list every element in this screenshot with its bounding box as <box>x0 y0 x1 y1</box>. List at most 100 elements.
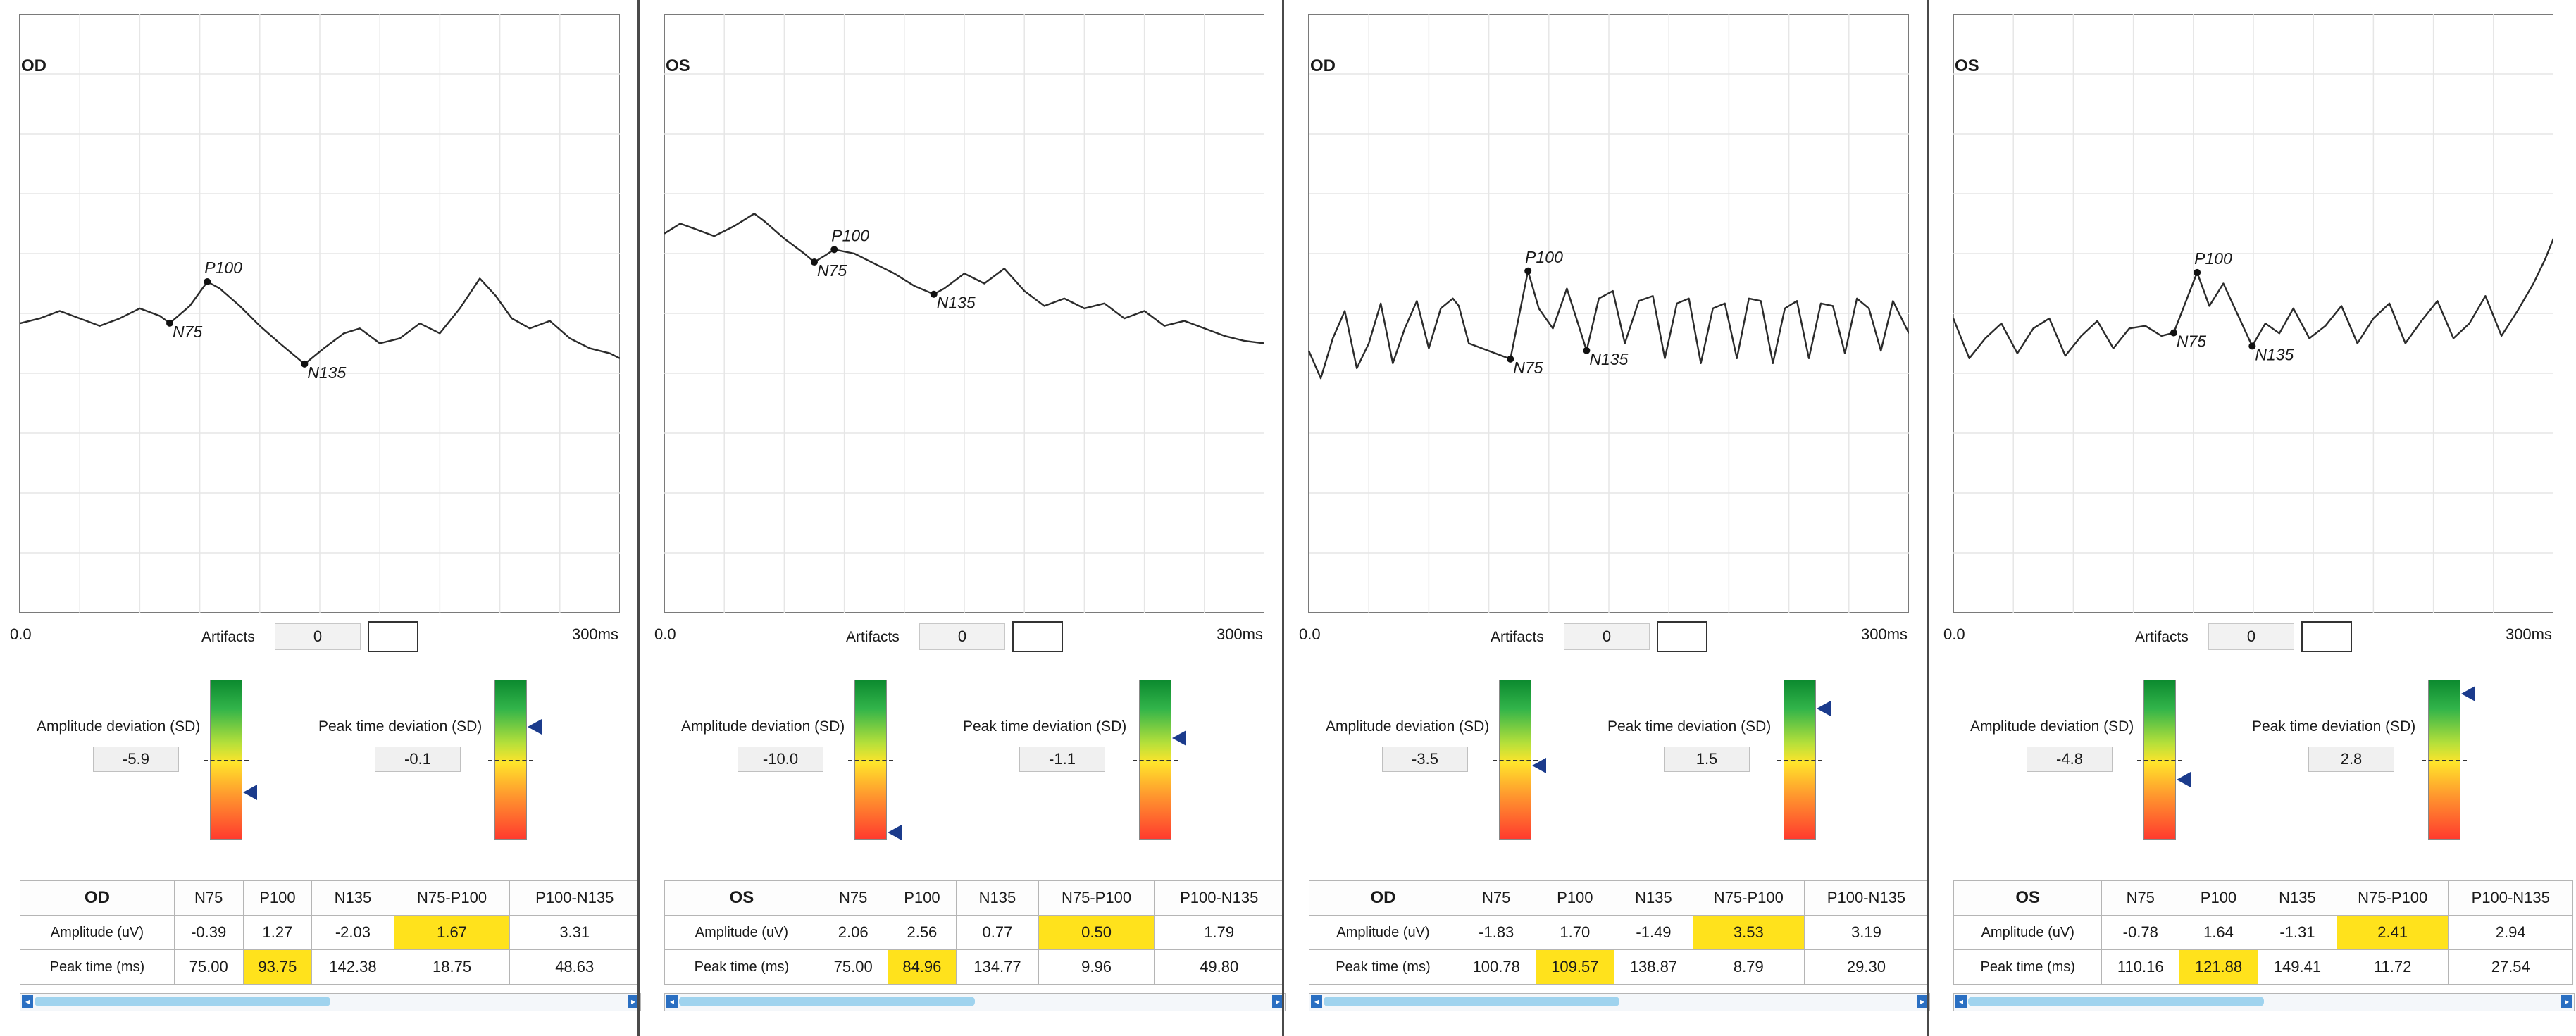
scroll-right-icon[interactable]: ▸ <box>2561 995 2572 1008</box>
peak-label-n75: N75 <box>817 261 847 280</box>
scroll-left-icon[interactable]: ◂ <box>1311 995 1322 1008</box>
peak-label-n135: N135 <box>2255 345 2294 363</box>
peak-marker-n135 <box>1583 347 1591 354</box>
gauge-midline <box>2422 759 2467 761</box>
results-eye-header: OS <box>1953 880 2103 916</box>
x-axis-max-label: 300ms <box>2505 625 2552 643</box>
x-axis-min-label: 0.0 <box>1299 625 1321 643</box>
results-cell: 18.75 <box>393 949 511 985</box>
peak-label-n135: N135 <box>307 363 346 382</box>
amplitude-deviation-value: -4.8 <box>2027 747 2113 772</box>
peak-time-deviation-label: Peak time deviation (SD) <box>2252 718 2416 735</box>
peak-marker-p100 <box>204 278 211 286</box>
results-cell: 1.27 <box>242 915 313 950</box>
results-cell: 138.87 <box>1614 949 1693 985</box>
horizontal-scrollbar[interactable]: ◂ ▸ <box>20 993 641 1011</box>
gauge-pointer-icon <box>888 825 902 840</box>
amplitude-deviation-label: Amplitude deviation (SD) <box>37 718 201 735</box>
amplitude-deviation-value: -5.9 <box>93 747 179 772</box>
eye-label: OD <box>21 56 46 75</box>
horizontal-scrollbar[interactable]: ◂ ▸ <box>1953 993 2575 1011</box>
peak-marker-p100 <box>2194 268 2201 276</box>
results-cell: 110.16 <box>2101 949 2180 985</box>
artifacts-value: 0 <box>1564 623 1650 650</box>
scroll-right-icon[interactable]: ▸ <box>1917 995 1928 1008</box>
results-column-header: P100-N135 <box>1154 880 1284 916</box>
peak-marker-n135 <box>930 290 938 298</box>
x-axis-min-label: 0.0 <box>1943 625 1965 643</box>
results-cell: 27.54 <box>2448 949 2573 985</box>
results-row: Peak time (ms) 75.00 84.96 134.77 9.96 49.80 <box>664 949 1284 985</box>
results-column-header: N75-P100 <box>2336 880 2449 916</box>
peak-marker-n75 <box>2170 329 2177 337</box>
scroll-thumb[interactable] <box>679 997 975 1006</box>
artifacts-box[interactable] <box>2301 621 2352 652</box>
artifacts-box[interactable] <box>1657 621 1707 652</box>
results-row-label: Peak time (ms) <box>1953 949 2103 985</box>
waveform-plot: N75 P100 N135 OS 0.0 300ms Artifacts 0 <box>1934 14 2553 652</box>
results-cell: 142.38 <box>311 949 394 985</box>
results-cell: 75.00 <box>818 949 888 985</box>
scroll-left-icon[interactable]: ◂ <box>22 995 33 1008</box>
peak-time-deviation-label: Peak time deviation (SD) <box>1607 718 1772 735</box>
results-cell: 9.96 <box>1038 949 1155 985</box>
scroll-thumb[interactable] <box>1324 997 1619 1006</box>
results-row: Amplitude (uV) -0.78 1.64 -1.31 2.41 2.94 <box>1953 915 2573 950</box>
horizontal-scrollbar[interactable]: ◂ ▸ <box>1309 993 1930 1011</box>
gauge-midline <box>488 759 533 761</box>
results-cell: 1.70 <box>1535 915 1615 950</box>
scroll-right-icon[interactable]: ▸ <box>628 995 639 1008</box>
gauge-pointer-icon <box>1817 701 1831 717</box>
scroll-right-icon[interactable]: ▸ <box>1272 995 1283 1008</box>
artifacts-label: Artifacts <box>846 629 900 645</box>
results-eye-header: OS <box>664 880 819 916</box>
peak-time-deviation-value: 2.8 <box>2308 747 2394 772</box>
results-table: OD N75 P100 N135 N75-P100 P100-N135 Amplitude … <box>20 880 640 985</box>
results-cell: 48.63 <box>509 949 640 985</box>
artifacts-box[interactable] <box>1012 621 1063 652</box>
results-column-header: N75 <box>818 880 888 916</box>
results-cell: 1.79 <box>1154 915 1284 950</box>
results-row: Amplitude (uV) -0.39 1.27 -2.03 1.67 3.31 <box>20 915 640 950</box>
peak-label-p100: P100 <box>2194 249 2232 268</box>
results-cell: 2.41 <box>2336 915 2449 950</box>
peak-time-deviation-value: -0.1 <box>375 747 461 772</box>
results-cell: 49.80 <box>1154 949 1284 985</box>
scroll-thumb[interactable] <box>1968 997 2264 1006</box>
amplitude-deviation-gauge <box>2137 680 2191 840</box>
artifacts-label: Artifacts <box>1491 629 1544 645</box>
scroll-left-icon[interactable]: ◂ <box>666 995 678 1008</box>
gauge-pointer-icon <box>2461 686 2475 702</box>
artifacts-box[interactable] <box>368 621 418 652</box>
results-cell: 2.94 <box>2448 915 2573 950</box>
results-header-row: OS N75 P100 N135 N75-P100 P100-N135 <box>664 880 1284 916</box>
results-cell: -1.49 <box>1614 915 1693 950</box>
results-column-header: N75-P100 <box>393 880 511 916</box>
results-column-header: N135 <box>1614 880 1693 916</box>
results-column-header: N75 <box>1456 880 1536 916</box>
x-axis-max-label: 300ms <box>1860 625 1908 643</box>
results-cell: 1.64 <box>2179 915 2258 950</box>
results-cell: 1.67 <box>393 915 511 950</box>
scroll-thumb[interactable] <box>35 997 330 1006</box>
results-cell: 11.72 <box>2336 949 2449 985</box>
results-cell: 109.57 <box>1535 949 1615 985</box>
results-row-label: Peak time (ms) <box>664 949 819 985</box>
horizontal-scrollbar[interactable]: ◂ ▸ <box>664 993 1286 1011</box>
peak-label-n135: N135 <box>937 294 976 312</box>
amplitude-deviation-label: Amplitude deviation (SD) <box>681 718 845 735</box>
results-cell: 29.30 <box>1803 949 1929 985</box>
peak-marker-n135 <box>301 360 309 368</box>
gauge-pointer-icon <box>2177 772 2191 788</box>
results-cell: -0.78 <box>2101 915 2180 950</box>
results-cell: 0.50 <box>1038 915 1155 950</box>
scroll-left-icon[interactable]: ◂ <box>1955 995 1967 1008</box>
results-cell: 3.31 <box>509 915 640 950</box>
results-cell: 84.96 <box>887 949 957 985</box>
artifacts-label: Artifacts <box>201 629 255 645</box>
results-cell: 3.19 <box>1803 915 1929 950</box>
peak-label-p100: P100 <box>831 226 869 244</box>
peak-time-deviation-gauge <box>1777 680 1831 840</box>
peak-label-n75: N75 <box>1513 358 1543 377</box>
gauge-midline <box>204 759 249 761</box>
